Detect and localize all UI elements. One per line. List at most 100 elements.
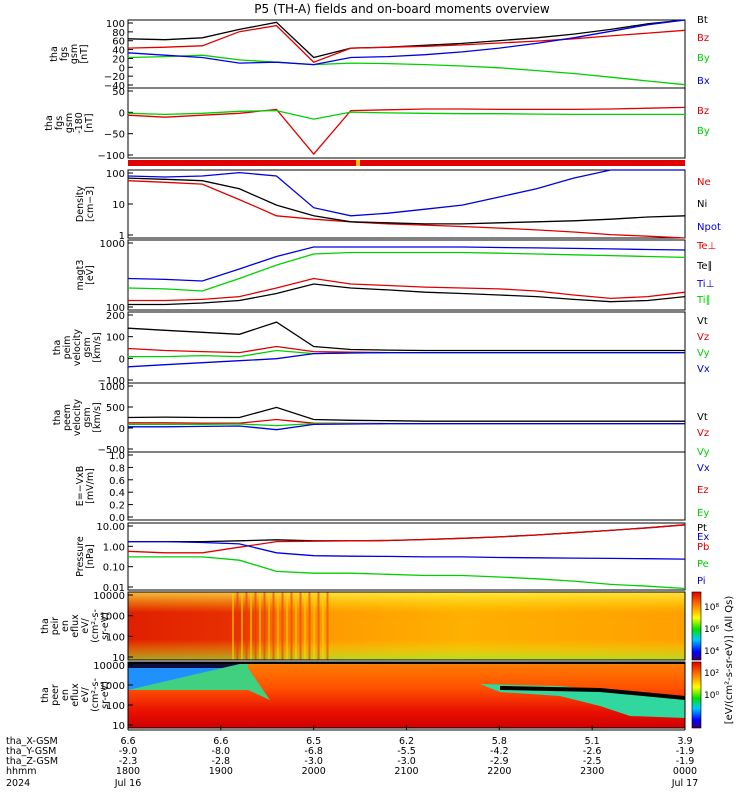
x-tick-label: 2000 <box>302 766 326 777</box>
spectrogram-stripe <box>286 592 288 660</box>
x-tick-label: 6.5 <box>306 736 321 747</box>
legend-entry: Npot <box>697 222 721 233</box>
spectrogram-stripe <box>236 592 239 660</box>
spectrogram-stripe <box>263 592 266 660</box>
y-axis-label: en <box>60 689 71 701</box>
status-bar-strip <box>128 160 685 166</box>
spectrogram-stripe <box>326 592 329 660</box>
y-tick-label: 1000 <box>100 382 125 393</box>
y-tick-label: −100 <box>98 151 125 162</box>
panel-frame <box>127 87 686 159</box>
y-axis-label: (cm²-s- <box>90 609 101 643</box>
panel-density: 100 10 1 Density [cm−3] Ne Ni Npot <box>75 169 721 242</box>
spectrogram-stripe <box>268 592 270 660</box>
colorbar-scale <box>691 661 702 729</box>
y-tick-label: 0.8 <box>109 463 125 474</box>
y-axis-label: [nT] <box>79 44 90 63</box>
y-axis-label: peer <box>50 684 61 706</box>
y-tick-label: 0.6 <box>109 476 125 487</box>
y-tick-label: 1.0 <box>109 451 125 462</box>
y-axis-label: eV/ <box>80 686 91 702</box>
spectrogram-stripe <box>281 592 284 660</box>
x-tick-label: 0000 <box>673 766 697 777</box>
y-tick-label: 50 <box>112 87 125 98</box>
series-line-By <box>127 109 685 120</box>
legend-entry: Ne <box>697 177 711 188</box>
y-axis-label: eflux <box>70 614 81 638</box>
x-tick-label: Jul 17 <box>671 778 699 789</box>
y-axis-label: sr-eV) <box>100 612 111 640</box>
series-line-Bt <box>127 19 686 59</box>
panel-peem-velocity: 1000 500 0 −500 tha peem velocity gsm [km/s] Vt Vz… <box>52 382 710 474</box>
x-tick-label: -2.9 <box>490 756 509 767</box>
y-tick-label: −50 <box>104 130 125 141</box>
x-tick-label: 2200 <box>487 766 511 777</box>
y-tick-label: 0.2 <box>109 501 125 512</box>
y-tick-label: 0.4 <box>109 488 125 499</box>
y-tick-label: 0.0 <box>109 513 125 524</box>
y-axis-label: E=−VxB <box>75 466 86 507</box>
legend-entry: Vx <box>697 463 710 474</box>
series-line-Vt <box>127 321 685 352</box>
status-strip-marker <box>356 160 360 166</box>
spectrogram-fill-overlay <box>128 592 685 660</box>
panel-frame <box>127 591 686 661</box>
y-axis-label: velocity <box>72 329 83 367</box>
y-axis-label: en <box>60 620 71 632</box>
legend-entry: Ti⊥ <box>696 279 714 290</box>
y-axis-label: tha <box>52 340 63 356</box>
y-tick-label: 100 <box>106 701 125 712</box>
legend-entry: Vt <box>697 412 708 423</box>
x-row-label: hhmm <box>6 766 37 777</box>
legend-entry: Bx <box>697 76 710 87</box>
y-tick-label: 0.10 <box>103 563 125 574</box>
y-axis-label: [cm−3] <box>85 186 96 222</box>
legend-entry: Ti∥ <box>696 295 711 306</box>
x-tick-label: -3.0 <box>397 756 416 767</box>
spectrogram-top-dark <box>128 662 248 668</box>
series-line-Npot <box>127 169 685 217</box>
y-axis-label: fgs <box>54 116 65 130</box>
y-tick-label: 0 <box>119 63 125 74</box>
x-tick-label: -4.2 <box>490 746 509 757</box>
legend-entry: Bz <box>697 33 709 44</box>
x-row-label: 2024 <box>6 778 30 789</box>
legend-entry: Te∥ <box>696 261 713 272</box>
y-axis-label: peim <box>62 336 73 360</box>
y-tick-label: −20 <box>104 72 125 83</box>
y-tick-label: 10 <box>112 653 125 664</box>
y-axis-label: peir <box>50 617 61 636</box>
x-tick-label: 1800 <box>116 766 140 777</box>
panel-peer-spectrogram: 10000 1000 100 10 tha peer en eflux eV/(cm²-s-sr… <box>40 661 686 732</box>
y-axis-label: [km/s] <box>92 402 103 432</box>
series-line-Te∥ <box>128 283 686 306</box>
legend-entry: Bz <box>697 106 709 117</box>
panel-e-vxb: 1.00.8 0.60.4 0.20.0 E=−VxB [mV/m] Ez Ey Ex <box>75 451 709 543</box>
y-tick-label: 100 <box>106 169 125 180</box>
x-tick-label: 3.9 <box>677 736 692 747</box>
colorbar-tick: 10⁶ <box>704 625 719 635</box>
y-axis-label: tha <box>52 410 63 426</box>
spectrogram-stripe <box>290 592 293 660</box>
y-tick-label: 10000 <box>93 661 125 672</box>
legend-entry: Vz <box>697 428 709 439</box>
y-tick-label: 200 <box>106 311 125 322</box>
colorbar-tick: 10² <box>704 669 719 679</box>
legend-entry: Bt <box>697 15 708 26</box>
colorbar-tick: 10⁴ <box>704 647 719 657</box>
y-tick-label: 60 <box>112 37 125 48</box>
y-axis-label: gsm <box>69 44 80 64</box>
y-axis-label: gsm <box>82 407 93 427</box>
legend-entry: Vx <box>697 364 710 375</box>
series-line-By <box>127 54 686 86</box>
series-line-Vz <box>127 345 685 354</box>
y-tick-label: 10.00 <box>96 522 125 533</box>
y-axis-label: [eV] <box>85 265 96 285</box>
spectrogram-stripe <box>232 592 234 660</box>
x-tick-label: -5.5 <box>397 746 416 757</box>
y-tick-label: 1.00 <box>103 542 125 553</box>
x-tick-label: -2.5 <box>583 756 602 767</box>
x-tick-label: -1.9 <box>676 746 695 757</box>
x-tick-label: -2.3 <box>119 756 138 767</box>
